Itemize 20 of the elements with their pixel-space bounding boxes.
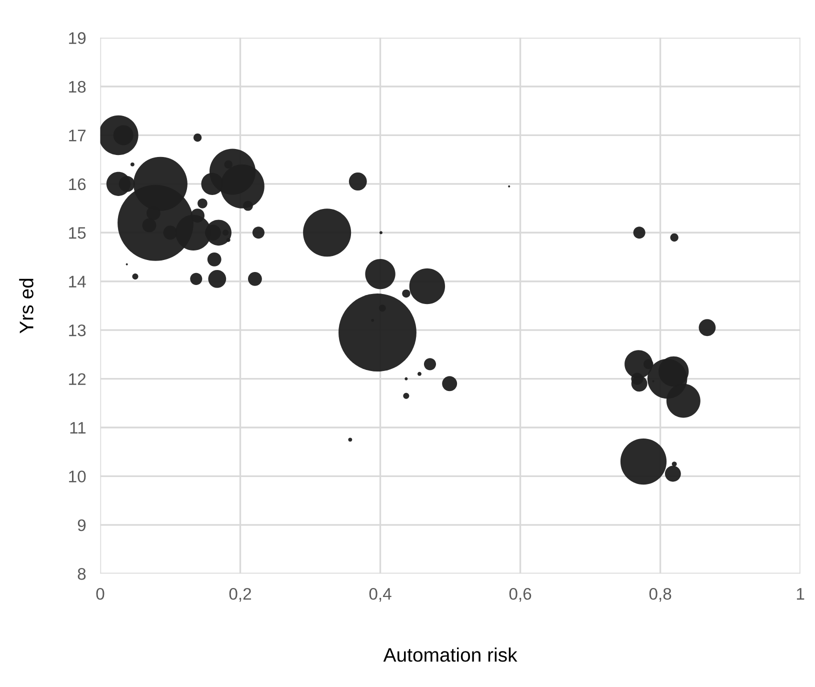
y-tick-label: 11	[70, 422, 86, 434]
x-tick-label: 0,6	[509, 588, 532, 602]
y-tick-label: 17	[69, 130, 86, 142]
y-tick-label: 9	[78, 519, 86, 532]
y-tick-label: 14	[69, 276, 86, 288]
x-tick-label: 1	[796, 588, 804, 600]
x-tick-label: 0,4	[369, 588, 392, 602]
y-tick-label: 18	[69, 80, 86, 93]
y-tick-label: 8	[78, 568, 86, 580]
y-tick-label: 19	[69, 32, 86, 44]
y-tick-label: 12	[69, 373, 86, 385]
x-axis-title: Automation risk	[383, 648, 518, 662]
y-tick-label: 13	[69, 324, 86, 336]
y-tick-label: 10	[69, 470, 86, 482]
y-axis-title: Yrs ed	[19, 278, 34, 334]
y-tick-label: 16	[69, 178, 86, 190]
y-tick-label: 15	[69, 227, 86, 239]
x-tick-label: 0,8	[649, 588, 672, 602]
x-tick-label: 0,2	[229, 588, 252, 602]
x-tick-label: 0	[96, 588, 104, 600]
